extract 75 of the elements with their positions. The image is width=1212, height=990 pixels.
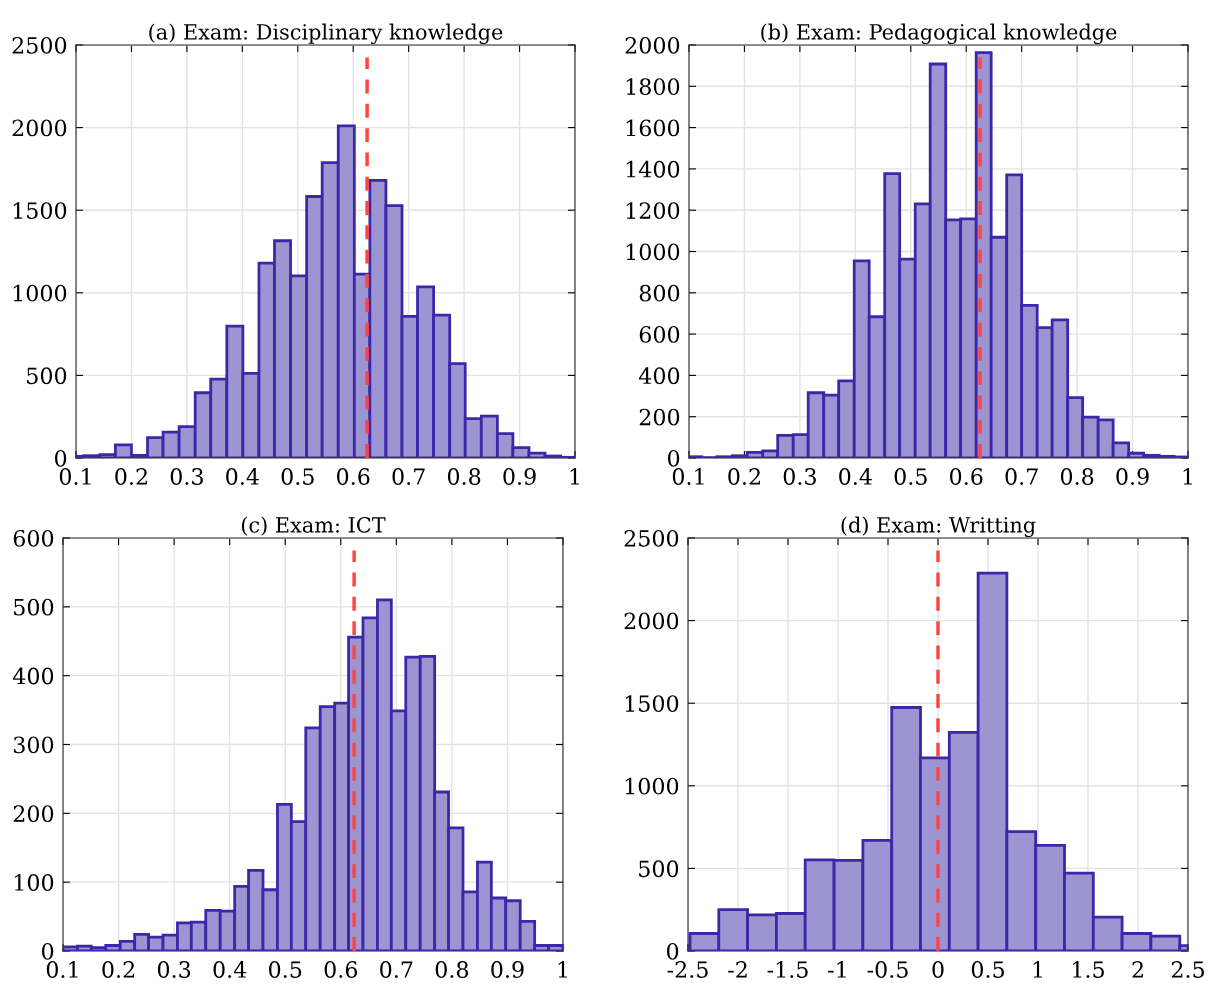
- y-tick-label: 500: [14, 598, 54, 616]
- x-tick-label: 1: [1033, 961, 1042, 978]
- x-tick-label: 0.3: [170, 468, 203, 485]
- y-tick-label: 1400: [626, 160, 680, 178]
- y-tick-label: 400: [12, 667, 54, 685]
- x-tick-label: 2: [1132, 961, 1143, 978]
- y-tick-label: 0: [41, 942, 54, 960]
- x-tick-label: 0.5: [269, 961, 302, 978]
- x-tick-label: -2.5: [667, 961, 708, 978]
- y-tick-label: 200: [639, 408, 680, 426]
- x-tick-label: 0.3: [157, 961, 191, 978]
- x-tick-label: 1: [570, 468, 579, 485]
- y-tick-label: 1500: [625, 695, 679, 712]
- x-tick-label: 0.7: [380, 961, 413, 978]
- y-tick-label: 500: [639, 860, 679, 878]
- y-tick-label: 100: [14, 874, 54, 891]
- x-tick-label: 0.8: [447, 468, 481, 485]
- x-tick-label: 0.9: [1116, 468, 1149, 485]
- y-tick-label: 0: [667, 449, 680, 467]
- y-tick-label: 2500: [624, 529, 679, 547]
- y-tick-label: 2000: [12, 119, 67, 137]
- x-tick-label: 0.2: [115, 468, 147, 485]
- y-tick-label: 2000: [624, 612, 679, 630]
- x-tick-label: 0.5: [894, 468, 927, 485]
- y-tick-label: 200: [13, 805, 54, 823]
- x-tick-label: 0.4: [213, 961, 247, 978]
- y-tick-label: 600: [13, 529, 54, 547]
- y-tick-label: 1000: [13, 284, 67, 302]
- y-tick-label: 800: [639, 284, 680, 302]
- x-tick-label: 0.2: [102, 961, 135, 978]
- chart-title: (b) Exam: Pedagogical knowledge: [761, 23, 1117, 45]
- x-tick-label: 0.6: [950, 468, 983, 485]
- x-tick-label: 0.8: [1060, 468, 1094, 485]
- x-tick-label: 0.2: [728, 468, 760, 485]
- y-tick-label: 2500: [12, 36, 67, 54]
- x-tick-label: 1.5: [1073, 961, 1104, 978]
- x-tick-label: 0.6: [337, 468, 370, 485]
- chart-title: (a) Exam: Disciplinary knowledge: [149, 23, 503, 45]
- x-tick-label: -0.5: [867, 961, 908, 978]
- x-tick-label: 0.6: [324, 961, 358, 978]
- x-tick-label: 0.9: [491, 961, 524, 978]
- y-tick-label: 2000: [625, 36, 680, 54]
- x-tick-label: 0.7: [1005, 468, 1038, 485]
- x-tick-label: 0.5: [971, 961, 1004, 978]
- y-tick-label: 1500: [13, 202, 67, 219]
- y-tick-label: 1800: [626, 78, 680, 96]
- x-tick-label: -1: [828, 961, 846, 978]
- x-tick-label: 0.4: [839, 468, 872, 485]
- y-tick-label: 1600: [626, 119, 680, 137]
- y-tick-label: 1200: [626, 202, 680, 219]
- chart-title: (d) Exam: Writting: [841, 516, 1036, 538]
- y-tick-label: 500: [27, 367, 67, 385]
- x-tick-label: 0.1: [672, 468, 704, 485]
- x-tick-label: 2.5: [1171, 961, 1204, 978]
- x-tick-label: 0.3: [783, 468, 816, 485]
- y-tick-label: 400: [638, 367, 680, 385]
- x-tick-label: 0.7: [392, 468, 425, 485]
- y-tick-label: 0: [666, 942, 679, 960]
- x-tick-label: 0.1: [59, 468, 91, 485]
- x-tick-label: 0.4: [226, 468, 259, 485]
- y-tick-label: 1000: [626, 243, 680, 261]
- x-tick-label: 1: [1183, 468, 1192, 485]
- x-tick-label: 0.8: [435, 961, 469, 978]
- x-tick-label: 1: [558, 961, 567, 978]
- chart-title: (c) Exam: ICT: [241, 516, 386, 536]
- x-tick-label: -1.5: [767, 961, 808, 978]
- x-tick-label: -2: [728, 961, 747, 978]
- x-tick-label: 0.9: [503, 468, 536, 485]
- y-tick-label: 1000: [625, 777, 679, 795]
- x-tick-label: 0: [932, 961, 944, 978]
- y-tick-label: 0: [54, 449, 67, 467]
- x-tick-label: 0.5: [281, 468, 314, 485]
- y-tick-label: 600: [639, 326, 680, 343]
- x-tick-label: 0.1: [46, 961, 78, 978]
- y-tick-label: 300: [13, 736, 54, 754]
